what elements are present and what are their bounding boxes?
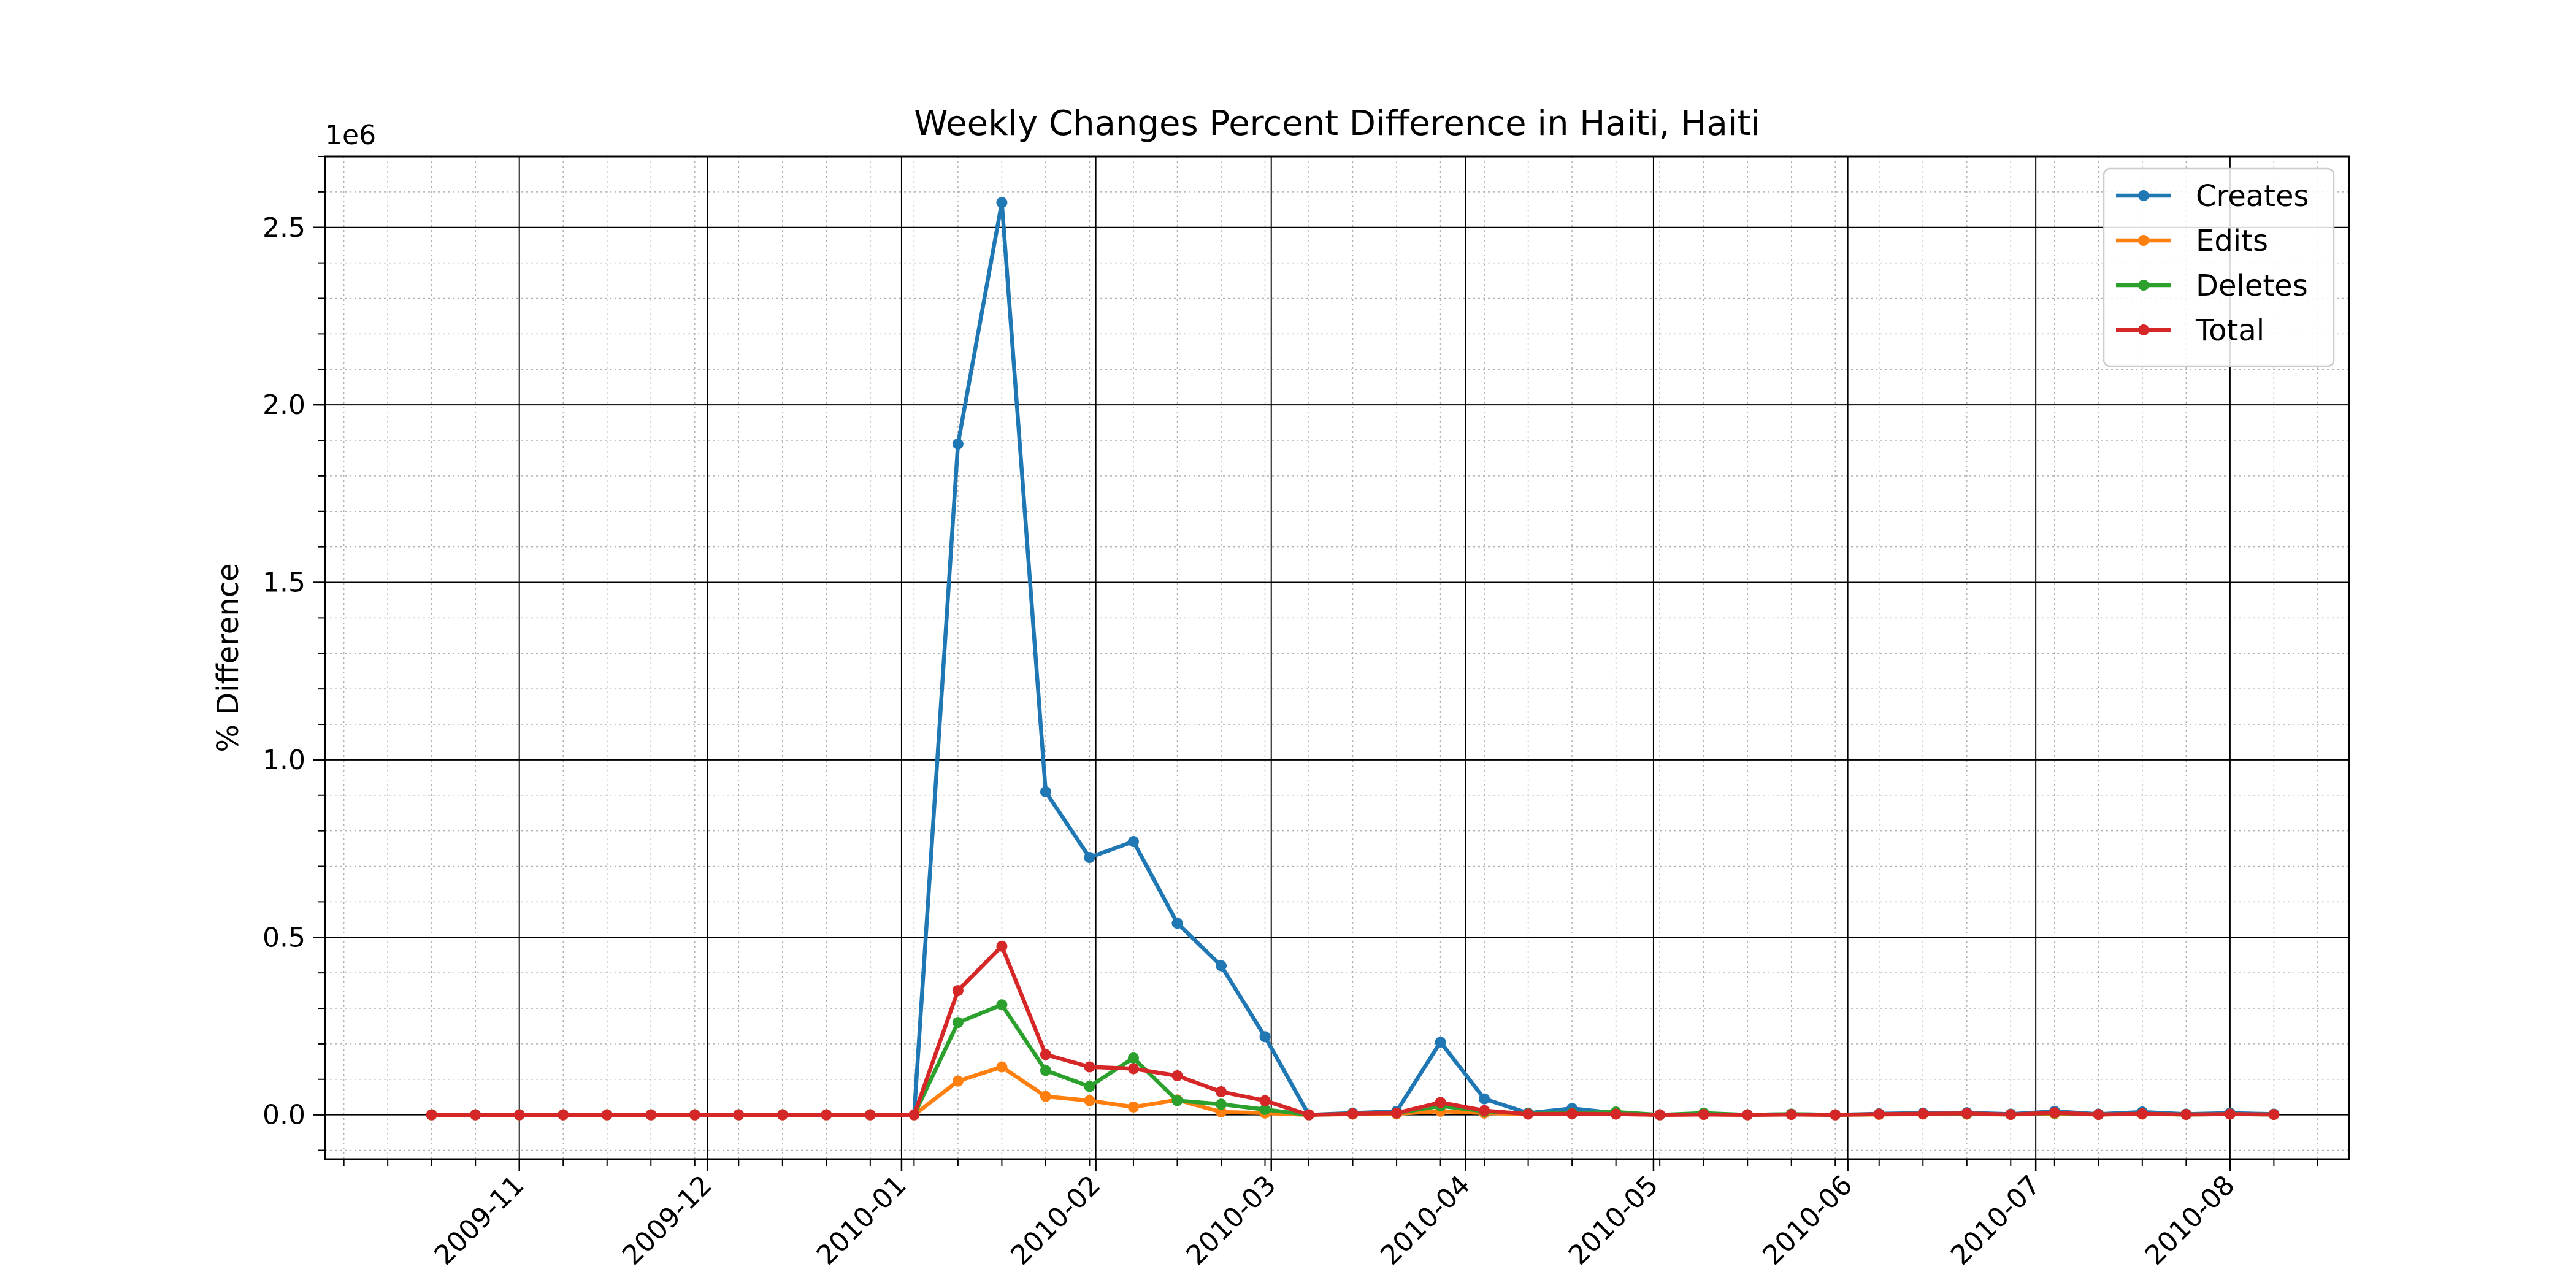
data-point-edits	[1040, 1091, 1051, 1102]
series-total	[426, 940, 2280, 1121]
data-point-total	[1654, 1109, 1666, 1121]
data-point-total	[601, 1109, 613, 1121]
data-point-total	[1873, 1108, 1885, 1120]
y-tick-label: 0.0	[263, 1100, 305, 1131]
data-point-total	[1917, 1108, 1929, 1119]
data-point-total	[2049, 1107, 2060, 1119]
legend-label: Creates	[2196, 179, 2309, 213]
data-point-edits	[952, 1075, 964, 1087]
y-axis-label: % Difference	[211, 563, 245, 752]
data-point-total	[558, 1109, 569, 1121]
data-point-total	[1479, 1105, 1490, 1116]
data-point-total	[1259, 1095, 1271, 1106]
data-point-creates	[996, 197, 1008, 209]
data-point-total	[1391, 1107, 1403, 1119]
legend-item-deletes: Deletes	[2116, 269, 2308, 303]
data-point-total	[996, 940, 1008, 952]
data-point-total	[2136, 1108, 2148, 1119]
data-point-creates	[1040, 786, 1051, 797]
data-point-total	[821, 1109, 832, 1121]
data-point-creates	[1127, 836, 1139, 848]
legend-item-creates: Creates	[2116, 179, 2309, 213]
legend-swatch-marker	[2138, 324, 2149, 335]
plot-frame	[324, 155, 2350, 1160]
data-point-edits	[996, 1061, 1008, 1073]
data-point-total	[1215, 1086, 1227, 1098]
data-point-total	[2268, 1109, 2280, 1121]
legend-swatch-marker	[2138, 280, 2149, 291]
data-point-edits	[1084, 1095, 1095, 1106]
data-point-total	[1785, 1109, 1797, 1121]
data-point-total	[513, 1109, 525, 1121]
data-point-total	[2093, 1109, 2104, 1121]
data-point-edits	[1127, 1101, 1139, 1113]
y-offset-label: 1e6	[325, 120, 376, 151]
legend-label: Edits	[2196, 224, 2268, 258]
data-point-total	[1127, 1063, 1139, 1075]
y-axis: 0.0 0.5 1.0 1.5 2.0 2.5	[263, 156, 325, 1151]
data-point-total	[1435, 1097, 1446, 1108]
data-point-total	[1171, 1070, 1183, 1081]
data-point-total	[864, 1109, 876, 1121]
y-tick-label: 2.5	[263, 212, 305, 243]
data-point-total	[470, 1109, 481, 1121]
y-tick-label: 2.0	[263, 389, 305, 421]
legend-box	[2103, 167, 2335, 367]
data-point-total	[733, 1109, 745, 1121]
chart-title: Weekly Changes Percent Difference in Hai…	[914, 104, 1760, 144]
data-point-deletes	[996, 999, 1008, 1011]
data-point-creates	[1435, 1037, 1446, 1048]
data-point-deletes	[1084, 1081, 1095, 1092]
data-point-total	[1347, 1108, 1359, 1119]
major-grid	[325, 156, 2349, 1159]
y-tick-label: 1.0	[263, 745, 305, 776]
data-point-creates	[1259, 1031, 1271, 1043]
data-point-edits	[1215, 1106, 1227, 1118]
legend-swatch-marker	[2138, 235, 2149, 246]
legend-item-total: Total	[2116, 313, 2264, 348]
legend-swatch-marker	[2138, 190, 2149, 201]
data-point-total	[689, 1109, 700, 1121]
legend-label: Total	[2195, 313, 2264, 348]
data-point-deletes	[1171, 1095, 1183, 1106]
data-point-total	[2005, 1109, 2017, 1121]
data-point-total	[908, 1109, 920, 1121]
data-point-total	[426, 1109, 437, 1121]
data-point-deletes	[1127, 1052, 1139, 1064]
data-point-total	[1084, 1061, 1095, 1073]
legend-label: Deletes	[2196, 269, 2308, 303]
y-tick-label: 1.5	[263, 567, 305, 599]
data-point-total	[1610, 1108, 1622, 1120]
legend: Creates Edits Deletes Total	[2103, 167, 2335, 367]
data-point-creates	[1084, 852, 1095, 864]
data-point-deletes	[952, 1017, 964, 1029]
data-point-total	[2180, 1109, 2192, 1121]
data-point-total	[1830, 1109, 1841, 1121]
legend-item-edits: Edits	[2116, 224, 2268, 258]
data-point-deletes	[1259, 1103, 1271, 1115]
data-point-deletes	[1040, 1065, 1051, 1076]
y-tick-label: 0.5	[263, 922, 305, 953]
data-point-total	[2224, 1108, 2236, 1120]
data-point-creates	[1171, 918, 1183, 929]
data-point-total	[776, 1109, 788, 1121]
data-point-deletes	[1215, 1098, 1227, 1110]
data-point-total	[1742, 1109, 1754, 1121]
data-point-total	[1303, 1109, 1315, 1121]
data-point-total	[1961, 1108, 1972, 1119]
data-point-total	[1040, 1049, 1051, 1060]
data-point-total	[952, 985, 964, 997]
data-point-total	[645, 1109, 657, 1121]
data-point-total	[1698, 1109, 1709, 1121]
data-point-creates	[1215, 960, 1227, 972]
data-point-creates	[1479, 1093, 1490, 1105]
data-point-total	[1566, 1108, 1578, 1119]
data-point-total	[1522, 1108, 1534, 1120]
data-point-creates	[952, 438, 964, 450]
series-layer	[426, 197, 2280, 1121]
